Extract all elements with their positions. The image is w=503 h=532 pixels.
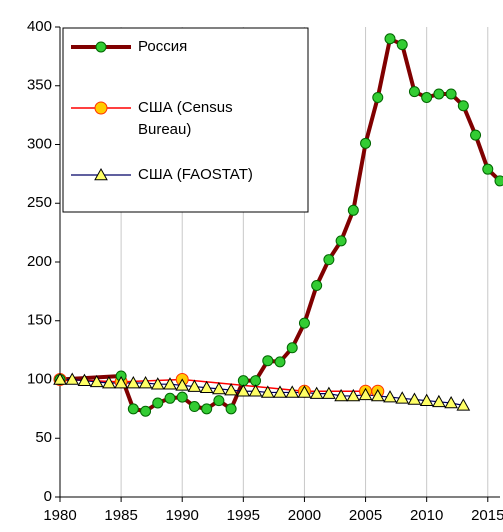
marker — [298, 317, 310, 329]
marker — [457, 100, 469, 112]
x-tick-label: 1980 — [43, 507, 76, 524]
marker — [176, 391, 188, 403]
marker — [187, 379, 202, 392]
marker — [346, 388, 361, 402]
marker — [140, 405, 152, 417]
marker — [311, 280, 323, 291]
x-tick-label: 2005 — [349, 507, 382, 524]
marker — [150, 377, 165, 390]
marker — [433, 88, 445, 100]
marker — [407, 392, 422, 405]
marker — [370, 388, 385, 402]
marker — [53, 372, 67, 385]
marker — [274, 356, 286, 368]
x-tick-label: 2015 — [471, 507, 503, 524]
marker — [127, 403, 139, 415]
marker — [347, 204, 359, 216]
y-tick-label: 400 — [27, 18, 52, 35]
x-tick-label: 1985 — [104, 507, 137, 524]
y-tick-label: 100 — [27, 370, 52, 387]
marker — [199, 380, 214, 394]
marker — [408, 86, 420, 98]
marker — [65, 372, 80, 385]
marker — [248, 384, 263, 397]
legend-label: Россия — [138, 38, 188, 55]
marker — [358, 387, 373, 401]
marker — [419, 393, 434, 406]
marker — [470, 129, 482, 141]
marker — [212, 381, 226, 395]
legend-label: США (FAOSTAT) — [138, 166, 253, 183]
y-tick-label: 300 — [27, 135, 52, 152]
marker — [421, 92, 433, 103]
marker — [456, 398, 471, 411]
legend-label-box: США (Census Bureau) — [138, 99, 233, 138]
marker — [432, 394, 446, 408]
marker — [77, 373, 92, 386]
y-tick-label: 150 — [27, 312, 52, 329]
marker — [89, 374, 104, 388]
marker — [102, 375, 116, 389]
marker — [286, 342, 298, 354]
x-tick-label: 2000 — [288, 507, 321, 524]
legend-label-box: Россия — [138, 38, 188, 55]
marker — [360, 137, 372, 149]
marker — [225, 403, 237, 415]
marker — [175, 378, 190, 391]
marker — [445, 88, 457, 100]
legend-label-box: США (FAOSTAT) — [138, 166, 253, 183]
marker — [236, 384, 251, 397]
x-tick-label: 1990 — [166, 507, 199, 524]
x-tick-label: 2010 — [410, 507, 443, 524]
x-tick-label: 1995 — [227, 507, 260, 524]
legend-label: США (Census Bureau) — [138, 99, 233, 138]
marker — [334, 388, 348, 402]
y-tick-label: 50 — [35, 429, 52, 446]
legend — [62, 27, 309, 213]
marker — [273, 385, 287, 398]
marker — [237, 375, 249, 387]
legend-marker — [95, 41, 107, 53]
marker — [323, 254, 335, 266]
marker — [250, 375, 262, 387]
marker — [297, 385, 312, 398]
y-tick-label: 0 — [44, 488, 52, 505]
y-tick-label: 250 — [27, 194, 52, 211]
legend-marker — [94, 167, 108, 181]
y-tick-label: 200 — [27, 253, 52, 270]
marker — [188, 401, 200, 413]
marker — [285, 385, 300, 398]
marker — [163, 377, 177, 390]
marker — [482, 163, 494, 175]
marker — [260, 385, 275, 398]
marker — [309, 386, 324, 399]
marker — [396, 39, 408, 51]
marker — [262, 355, 274, 367]
marker — [494, 175, 503, 187]
y-tick-label: 350 — [27, 77, 52, 94]
marker — [126, 375, 141, 389]
marker — [383, 390, 397, 403]
marker — [395, 391, 410, 404]
marker — [444, 395, 458, 409]
legend-marker — [94, 101, 108, 115]
marker — [114, 375, 128, 389]
marker — [164, 392, 176, 404]
marker — [335, 235, 347, 247]
marker — [384, 33, 396, 45]
marker — [224, 383, 238, 396]
marker — [138, 375, 153, 389]
marker — [322, 386, 336, 399]
marker — [213, 395, 225, 407]
marker — [372, 92, 384, 103]
marker — [201, 403, 213, 415]
marker — [152, 397, 164, 409]
